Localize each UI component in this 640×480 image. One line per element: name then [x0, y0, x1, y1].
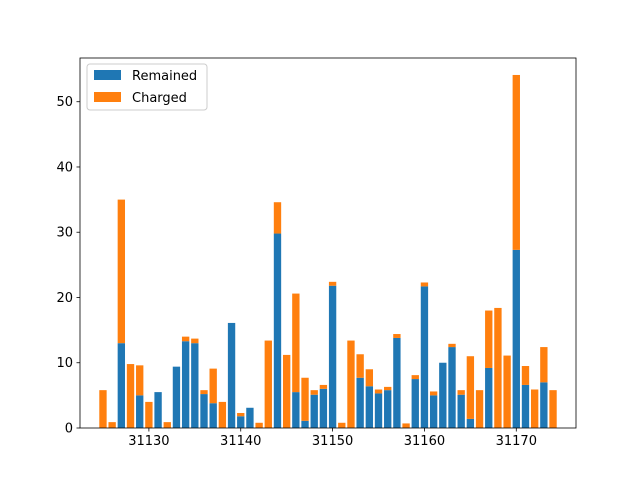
y-tick-label: 50: [56, 95, 73, 110]
bar-remained-31173: [540, 382, 548, 428]
bar-remained-31164: [457, 394, 465, 428]
bar-remained-31140: [237, 416, 245, 428]
bar-charged-31174: [549, 390, 557, 428]
bar-remained-31156: [384, 390, 392, 428]
bar-remained-31161: [429, 395, 438, 428]
bar-charged-31171: [521, 366, 530, 385]
bar-charged-31166: [475, 390, 484, 428]
legend-label-remained: Remained: [132, 69, 197, 84]
plot-frame: [79, 57, 577, 429]
bar-remained-31157: [393, 337, 401, 428]
bar-charged-31137: [209, 368, 217, 404]
bar-charged-31140: [237, 412, 245, 417]
bar-remained-31136: [200, 394, 208, 428]
legend-label-charged: Charged: [132, 91, 187, 106]
y-tick-label: 40: [56, 160, 73, 175]
bar-charged-31126: [108, 422, 116, 428]
bar-charged-31153: [356, 354, 364, 378]
bar-charged-31156: [384, 386, 392, 391]
x-tick-label: 31140: [220, 434, 261, 449]
bar-charged-31136: [200, 390, 208, 395]
bar-charged-31168: [494, 307, 502, 428]
x-axis: 31130 31140 31150 31160 31170: [128, 428, 537, 449]
bar-remained-31150: [328, 285, 337, 428]
bar-charged-31157: [393, 334, 401, 338]
bar-charged-31152: [347, 340, 355, 428]
bar-charged-31125: [99, 390, 107, 428]
bar-remained-31153: [356, 377, 364, 428]
bar-charged-31154: [365, 369, 374, 387]
bar-charged-31132: [163, 422, 171, 428]
bar-charged-31158: [402, 423, 410, 428]
bar-remained-31167: [485, 367, 493, 428]
x-tick-label: 31160: [404, 434, 445, 449]
bar-remained-31170: [512, 249, 520, 428]
bar-charged-31170: [512, 74, 520, 250]
bar-charged-31146: [292, 293, 300, 393]
bar-remained-31147: [301, 420, 309, 428]
bar-charged-31167: [485, 310, 493, 368]
bar-remained-31129: [136, 395, 144, 428]
y-tick-label: 20: [56, 291, 73, 306]
bar-charged-31150: [328, 281, 337, 286]
bar-remained-31160: [420, 286, 429, 428]
bar-remained-31144: [273, 233, 282, 428]
y-tick-label: 10: [56, 356, 73, 371]
bar-charged-31173: [540, 347, 548, 383]
bar-charged-31145: [282, 354, 291, 428]
x-tick-label: 31150: [312, 434, 353, 449]
bar-charged-31165: [466, 356, 475, 419]
y-tick-label: 0: [65, 422, 73, 437]
bar-remained-31139: [227, 322, 236, 428]
bar-charged-31149: [319, 384, 328, 389]
bar-charged-31169: [503, 355, 511, 428]
bar-remained-31127: [117, 343, 126, 428]
bar-remained-31159: [411, 379, 419, 428]
bar-charged-31172: [530, 389, 539, 428]
bars-layer: [99, 74, 557, 428]
bar-remained-31137: [209, 403, 217, 428]
bar-remained-31134: [181, 341, 190, 428]
bar-charged-31138: [218, 401, 227, 428]
bar-charged-31147: [301, 377, 309, 421]
y-axis: 0 10 20 30 40 50: [56, 95, 80, 437]
bar-remained-31171: [521, 384, 530, 428]
bar-charged-31127: [117, 199, 126, 344]
bar-charged-31159: [411, 375, 419, 380]
bar-remained-31163: [448, 347, 456, 428]
legend-swatch-charged: [94, 92, 121, 102]
bar-charged-31135: [191, 338, 199, 344]
bar-remained-31148: [310, 394, 318, 428]
bar-charged-31161: [429, 391, 438, 396]
legend-swatch-remained: [94, 70, 121, 80]
bar-remained-31133: [172, 366, 181, 428]
bar-charged-31163: [448, 343, 456, 348]
bar-remained-31165: [466, 418, 475, 428]
bar-charged-31164: [457, 390, 465, 395]
bar-remained-31141: [246, 407, 254, 428]
bar-charged-31128: [126, 364, 135, 428]
bar-charged-31130: [145, 401, 153, 428]
bar-charged-31151: [338, 422, 346, 428]
bar-charged-31155: [374, 389, 383, 394]
bar-remained-31155: [374, 393, 383, 428]
bar-remained-31154: [365, 386, 374, 428]
bar-charged-31129: [136, 365, 144, 396]
bar-charged-31148: [310, 390, 318, 395]
y-tick-label: 30: [56, 226, 73, 241]
bar-charged-31143: [264, 340, 272, 428]
bar-charged-31142: [255, 422, 263, 428]
bar-remained-31131: [154, 392, 162, 428]
bar-charged-31144: [273, 202, 282, 234]
x-tick-label: 31170: [496, 434, 537, 449]
x-tick-label: 31130: [128, 434, 169, 449]
bar-charged-31160: [420, 282, 429, 287]
legend: Remained Charged: [86, 63, 208, 111]
bar-charged-31134: [181, 336, 190, 342]
bar-remained-31149: [319, 388, 328, 428]
bar-remained-31146: [292, 392, 300, 428]
bar-remained-31162: [439, 362, 447, 428]
bar-remained-31135: [191, 343, 199, 428]
